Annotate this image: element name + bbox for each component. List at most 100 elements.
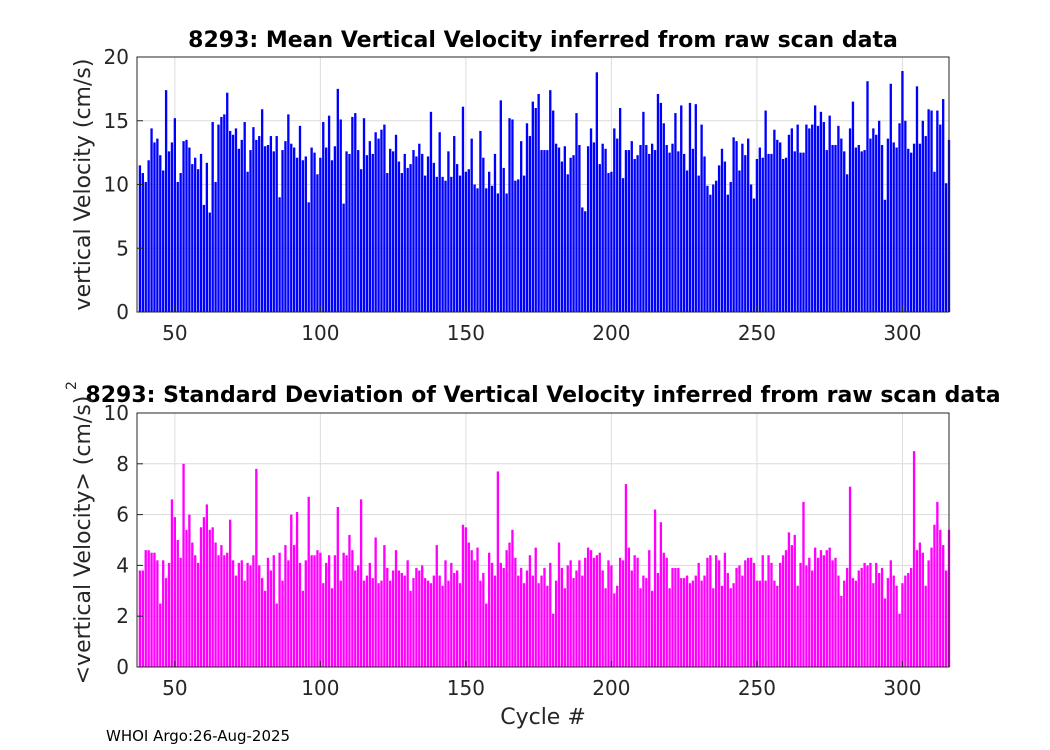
bottom-bar-cycle-125 xyxy=(391,570,395,667)
top-bar-cycle-201 xyxy=(613,128,616,312)
top-bar-cycle-272 xyxy=(819,111,823,312)
top-bar-cycle-41 xyxy=(147,160,150,312)
top-bar-cycle-238 xyxy=(720,148,724,312)
bottom-bar-cycle-193 xyxy=(589,550,593,667)
top-bar-cycle-231 xyxy=(700,124,703,312)
bottom-bar-cycle-280 xyxy=(843,580,846,667)
bottom-x-tick-label: 50 xyxy=(162,676,187,700)
bottom-bar-cycle-131 xyxy=(409,590,412,667)
top-bar-cycle-214 xyxy=(650,143,654,312)
top-bar-cycle-243 xyxy=(735,141,738,312)
top-bar-cycle-59 xyxy=(199,153,203,312)
top-bar-cycle-210 xyxy=(639,144,642,312)
bottom-bar-cycle-242 xyxy=(732,583,735,667)
top-bar-cycle-241 xyxy=(729,181,732,312)
bottom-bar-cycle-289 xyxy=(869,562,872,667)
bottom-bar-cycle-288 xyxy=(866,565,869,667)
top-bar-cycle-187 xyxy=(572,155,575,312)
top-bar-cycle-305 xyxy=(915,86,919,312)
top-bar-cycle-92 xyxy=(295,157,299,312)
top-bar-cycle-288 xyxy=(866,81,869,312)
bottom-bar-cycle-136 xyxy=(423,578,427,667)
bottom-bar-cycle-112 xyxy=(354,570,357,667)
top-bar-cycle-262 xyxy=(790,128,793,312)
bottom-bar-cycle-182 xyxy=(557,542,561,667)
top-bar-cycle-295 xyxy=(886,138,890,312)
top-bar-cycle-161 xyxy=(496,193,500,312)
top-bar-cycle-123 xyxy=(386,173,389,312)
top-bar-cycle-237 xyxy=(717,165,721,313)
bottom-bar-cycle-259 xyxy=(781,555,785,667)
top-bar-cycle-95 xyxy=(304,156,307,312)
top-bar-cycle-307 xyxy=(921,120,924,312)
bottom-bar-cycle-177 xyxy=(543,567,546,667)
bottom-bar-cycle-138 xyxy=(429,583,433,667)
top-y-tick-label: 5 xyxy=(116,236,129,260)
top-bar-cycle-202 xyxy=(616,138,619,312)
top-bar-cycle-104 xyxy=(330,160,334,312)
bottom-bar-cycle-218 xyxy=(662,552,665,667)
top-bar-cycle-246 xyxy=(744,155,747,312)
top-bar-cycle-285 xyxy=(857,144,860,312)
top-bar-cycle-145 xyxy=(450,176,453,312)
bottom-bar-cycle-72 xyxy=(237,562,241,667)
top-bar-cycle-257 xyxy=(776,139,779,313)
bottom-y-axis-label: <vertical Velocity> (cm/s) xyxy=(71,396,96,685)
bottom-bar-cycle-210 xyxy=(639,588,642,667)
top-bar-cycle-164 xyxy=(505,193,508,312)
bottom-bar-cycle-126 xyxy=(394,550,398,667)
top-bar-cycle-259 xyxy=(781,159,785,312)
bottom-bar-cycle-99 xyxy=(316,550,319,667)
bottom-bar-cycle-265 xyxy=(799,562,802,667)
bottom-bar-cycle-91 xyxy=(293,545,296,667)
top-bar-cycle-296 xyxy=(889,83,892,312)
bottom-bar-cycle-276 xyxy=(831,560,834,667)
bottom-bar-cycle-116 xyxy=(365,575,369,667)
top-bar-cycle-283 xyxy=(851,101,855,313)
bottom-bar-cycle-156 xyxy=(482,573,485,667)
top-bar-cycle-280 xyxy=(843,151,846,312)
top-bar-cycle-107 xyxy=(339,119,342,312)
top-bar-cycle-222 xyxy=(674,113,677,312)
bottom-bar-cycle-231 xyxy=(700,580,703,667)
top-bar-cycle-165 xyxy=(508,118,511,312)
bottom-bar-cycle-74 xyxy=(243,580,246,667)
top-bar-cycle-48 xyxy=(167,151,171,312)
bottom-bar-cycle-49 xyxy=(170,499,174,667)
bottom-bar-cycle-167 xyxy=(514,557,517,667)
top-bar-cycle-86 xyxy=(278,197,281,312)
top-bar-cycle-71 xyxy=(234,128,238,312)
top-bar-cycle-46 xyxy=(162,170,165,312)
top-y-tick-label: 0 xyxy=(116,300,129,324)
bottom-bar-cycle-282 xyxy=(848,486,852,667)
top-bar-cycle-75 xyxy=(246,171,249,312)
bottom-bar-cycle-84 xyxy=(272,555,275,667)
bottom-bar-cycle-160 xyxy=(493,575,497,667)
top-bar-cycle-125 xyxy=(391,151,395,312)
top-bar-cycle-89 xyxy=(287,114,290,313)
bottom-bar-cycle-290 xyxy=(872,583,875,667)
top-bar-cycle-102 xyxy=(325,147,328,312)
top-bar-cycle-135 xyxy=(421,153,424,312)
bottom-bars xyxy=(138,451,951,667)
bottom-bar-cycle-81 xyxy=(263,590,267,667)
bottom-bar-cycle-61 xyxy=(205,504,209,667)
bottom-bar-cycle-270 xyxy=(813,547,817,667)
top-bar-cycle-39 xyxy=(141,173,144,312)
top-bar-cycle-252 xyxy=(761,157,764,312)
top-bar-cycle-273 xyxy=(822,122,826,312)
top-x-tick-label: 250 xyxy=(738,321,776,345)
top-bar-cycle-67 xyxy=(223,114,226,313)
bottom-bar-cycle-268 xyxy=(808,557,811,667)
top-bar-cycle-109 xyxy=(345,151,348,312)
bottom-bar-cycle-59 xyxy=(199,527,203,667)
bottom-bar-cycle-309 xyxy=(927,560,930,667)
bottom-bar-cycle-301 xyxy=(904,575,907,667)
top-bar-cycle-138 xyxy=(429,111,433,312)
top-bar-cycle-223 xyxy=(677,151,680,312)
bottom-bar-cycle-252 xyxy=(761,555,764,667)
std-velocity-chart: 50 100 150 200 250 300 0 2 4 6 8 10 8293: Standard… xyxy=(64,381,1001,730)
top-bar-cycle-287 xyxy=(863,150,866,312)
bottom-bar-cycle-190 xyxy=(581,575,584,667)
top-bar-cycle-292 xyxy=(877,120,881,312)
